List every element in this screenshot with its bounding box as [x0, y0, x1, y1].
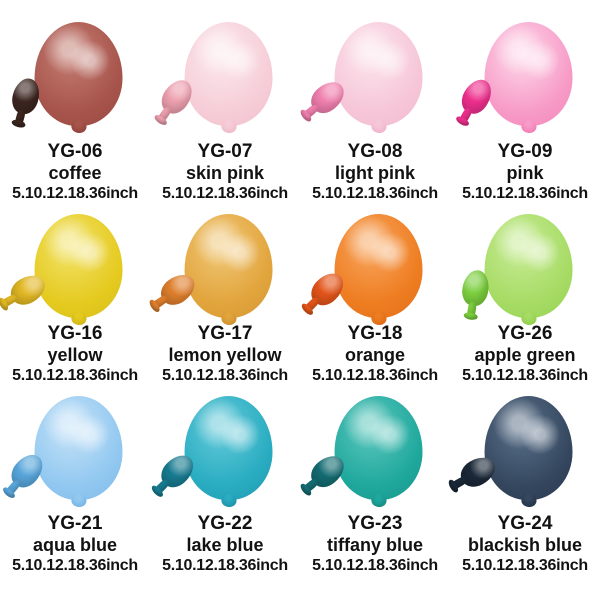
product-sizes: 5.10.12.18.36inch	[12, 185, 138, 202]
product-color-name: coffee	[48, 163, 102, 183]
product-card: YG-18 orange 5.10.12.18.36inch	[300, 206, 450, 388]
product-code: YG-23	[347, 513, 403, 534]
product-labels: YG-18 orange 5.10.12.18.36inch	[296, 323, 454, 386]
mini-deflated-balloon-photo	[2, 75, 45, 135]
product-color-name: skin pink	[185, 163, 265, 183]
balloon-photo	[484, 214, 573, 318]
product-color-name: pink	[506, 163, 544, 183]
product-labels: YG-06 coffee 5.10.12.18.36inch	[0, 141, 154, 204]
product-labels: YG-26 apple green 5.10.12.18.36inch	[446, 323, 600, 386]
product-card: YG-17 lemon yellow 5.10.12.18.36inch	[150, 206, 300, 388]
product-code: YG-21	[47, 513, 103, 534]
product-card: YG-06 coffee 5.10.12.18.36inch	[0, 14, 150, 206]
balloon-photo	[334, 396, 423, 500]
mini-balloon-tail	[458, 106, 474, 124]
product-code: YG-16	[47, 323, 103, 344]
product-grid: YG-06 coffee 5.10.12.18.36inch YG-07 ski…	[0, 14, 600, 578]
product-card: YG-21 aqua blue 5.10.12.18.36inch	[0, 388, 150, 578]
mini-balloon-body	[8, 75, 44, 117]
balloon-photo	[184, 396, 273, 500]
product-card: YG-08 light pink 5.10.12.18.36inch	[300, 14, 450, 206]
product-color-name: lemon yellow	[168, 345, 282, 365]
product-code: YG-09	[497, 141, 553, 162]
product-labels: YG-16 yellow 5.10.12.18.36inch	[0, 323, 154, 386]
product-sizes: 5.10.12.18.36inch	[312, 557, 438, 574]
product-color-name: apple green	[474, 345, 576, 365]
product-code: YG-08	[347, 141, 403, 162]
product-labels: YG-23 tiffany blue 5.10.12.18.36inch	[296, 513, 454, 576]
product-sizes: 5.10.12.18.36inch	[162, 185, 288, 202]
mini-balloon-tail	[157, 105, 173, 123]
product-sizes: 5.10.12.18.36inch	[462, 367, 588, 384]
mini-balloon-tail	[466, 301, 478, 318]
product-labels: YG-09 pink 5.10.12.18.36inch	[446, 141, 600, 204]
product-code: YG-06	[47, 141, 103, 162]
balloon-photo	[34, 396, 123, 500]
balloon-photo	[34, 214, 123, 318]
product-color-name: light pink	[335, 163, 415, 183]
product-sizes: 5.10.12.18.36inch	[462, 557, 588, 574]
product-color-name: blackish blue	[467, 535, 583, 555]
balloon-photo	[334, 214, 423, 318]
product-color-name: aqua blue	[32, 535, 117, 555]
product-sizes: 5.10.12.18.36inch	[162, 367, 288, 384]
product-sizes: 5.10.12.18.36inch	[12, 557, 138, 574]
product-labels: YG-22 lake blue 5.10.12.18.36inch	[146, 513, 304, 576]
product-color-name: tiffany blue	[326, 535, 423, 555]
product-color-name: yellow	[47, 345, 103, 365]
product-sizes: 5.10.12.18.36inch	[462, 185, 588, 202]
mini-balloon-tail	[1, 293, 18, 308]
product-code: YG-22	[197, 513, 253, 534]
product-labels: YG-08 light pink 5.10.12.18.36inch	[296, 141, 454, 204]
product-card: YG-26 apple green 5.10.12.18.36inch	[450, 206, 600, 388]
product-sizes: 5.10.12.18.36inch	[312, 185, 438, 202]
product-card: YG-16 yellow 5.10.12.18.36inch	[0, 206, 150, 388]
product-card: YG-22 lake blue 5.10.12.18.36inch	[150, 388, 300, 578]
product-card: YG-23 tiffany blue 5.10.12.18.36inch	[300, 388, 450, 578]
mini-balloon-body	[459, 268, 492, 309]
product-sizes: 5.10.12.18.36inch	[312, 367, 438, 384]
balloon-photo	[34, 22, 123, 126]
mini-balloon-tail	[451, 475, 468, 490]
product-code: YG-18	[347, 323, 403, 344]
balloon-photo	[184, 22, 273, 126]
product-color-name: lake blue	[186, 535, 264, 555]
product-labels: YG-07 skin pink 5.10.12.18.36inch	[146, 141, 304, 204]
mini-balloon-tail	[302, 477, 320, 493]
product-color-name: orange	[344, 345, 405, 365]
balloon-photo	[484, 22, 573, 126]
product-code: YG-24	[497, 513, 553, 534]
product-sizes: 5.10.12.18.36inch	[162, 557, 288, 574]
product-labels: YG-21 aqua blue 5.10.12.18.36inch	[0, 513, 154, 576]
product-sizes: 5.10.12.18.36inch	[12, 367, 138, 384]
mini-balloon-tail	[302, 103, 320, 119]
product-card: YG-09 pink 5.10.12.18.36inch	[450, 14, 600, 206]
mini-balloon-tail	[151, 294, 169, 310]
balloon-photo	[484, 396, 573, 500]
product-code: YG-26	[497, 323, 553, 344]
product-code: YG-07	[197, 141, 253, 162]
product-labels: YG-24 blackish blue 5.10.12.18.36inch	[446, 513, 600, 576]
product-code: YG-17	[197, 323, 253, 344]
product-labels: YG-17 lemon yellow 5.10.12.18.36inch	[146, 323, 304, 386]
balloon-photo	[334, 22, 423, 126]
product-card: YG-24 blackish blue 5.10.12.18.36inch	[450, 388, 600, 578]
mini-deflated-balloon-photo	[455, 268, 494, 326]
balloon-photo	[184, 214, 273, 318]
product-card: YG-07 skin pink 5.10.12.18.36inch	[150, 14, 300, 206]
